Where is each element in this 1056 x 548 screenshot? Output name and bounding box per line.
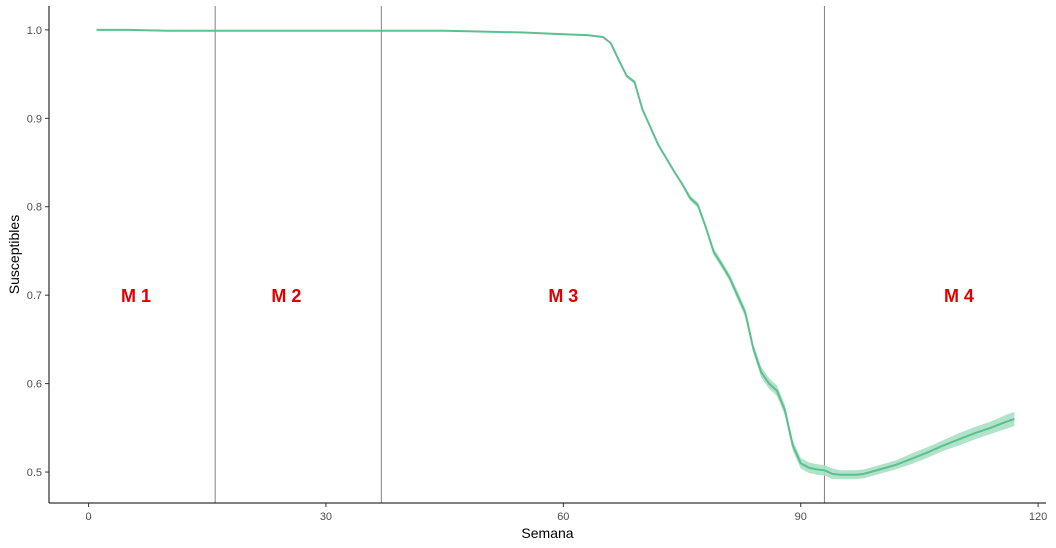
x-tick-label: 60 [557, 511, 569, 523]
axes: Semana Susceptibles 0 30 60 90 120 0.5 0.6 0.7 0… [6, 6, 1047, 541]
region-label: M 3 [548, 286, 578, 306]
y-tick-label: 0.7 [27, 290, 42, 302]
x-tick-label: 30 [320, 511, 332, 523]
x-tick-label: 0 [86, 511, 92, 523]
x-axis-title: Semana [521, 525, 573, 541]
confidence-band [96, 29, 1015, 480]
y-tick-label: 1.0 [27, 25, 42, 37]
plot-area [96, 6, 1015, 503]
series-line [96, 28, 1015, 476]
region-label: M 1 [121, 286, 151, 306]
region-label: M 2 [271, 286, 301, 306]
y-tick-label: 0.9 [27, 113, 42, 125]
region-labels: M 1 M 2 M 3 M 4 [121, 286, 974, 306]
y-tick-label: 0.6 [27, 379, 42, 391]
region-label: M 4 [944, 286, 974, 306]
y-axis-title: Susceptibles [6, 215, 22, 294]
x-tick-label: 90 [795, 511, 807, 523]
y-tick-label: 0.5 [27, 467, 42, 479]
y-tick-label: 0.8 [27, 202, 42, 214]
x-tick-label: 120 [1029, 511, 1047, 523]
